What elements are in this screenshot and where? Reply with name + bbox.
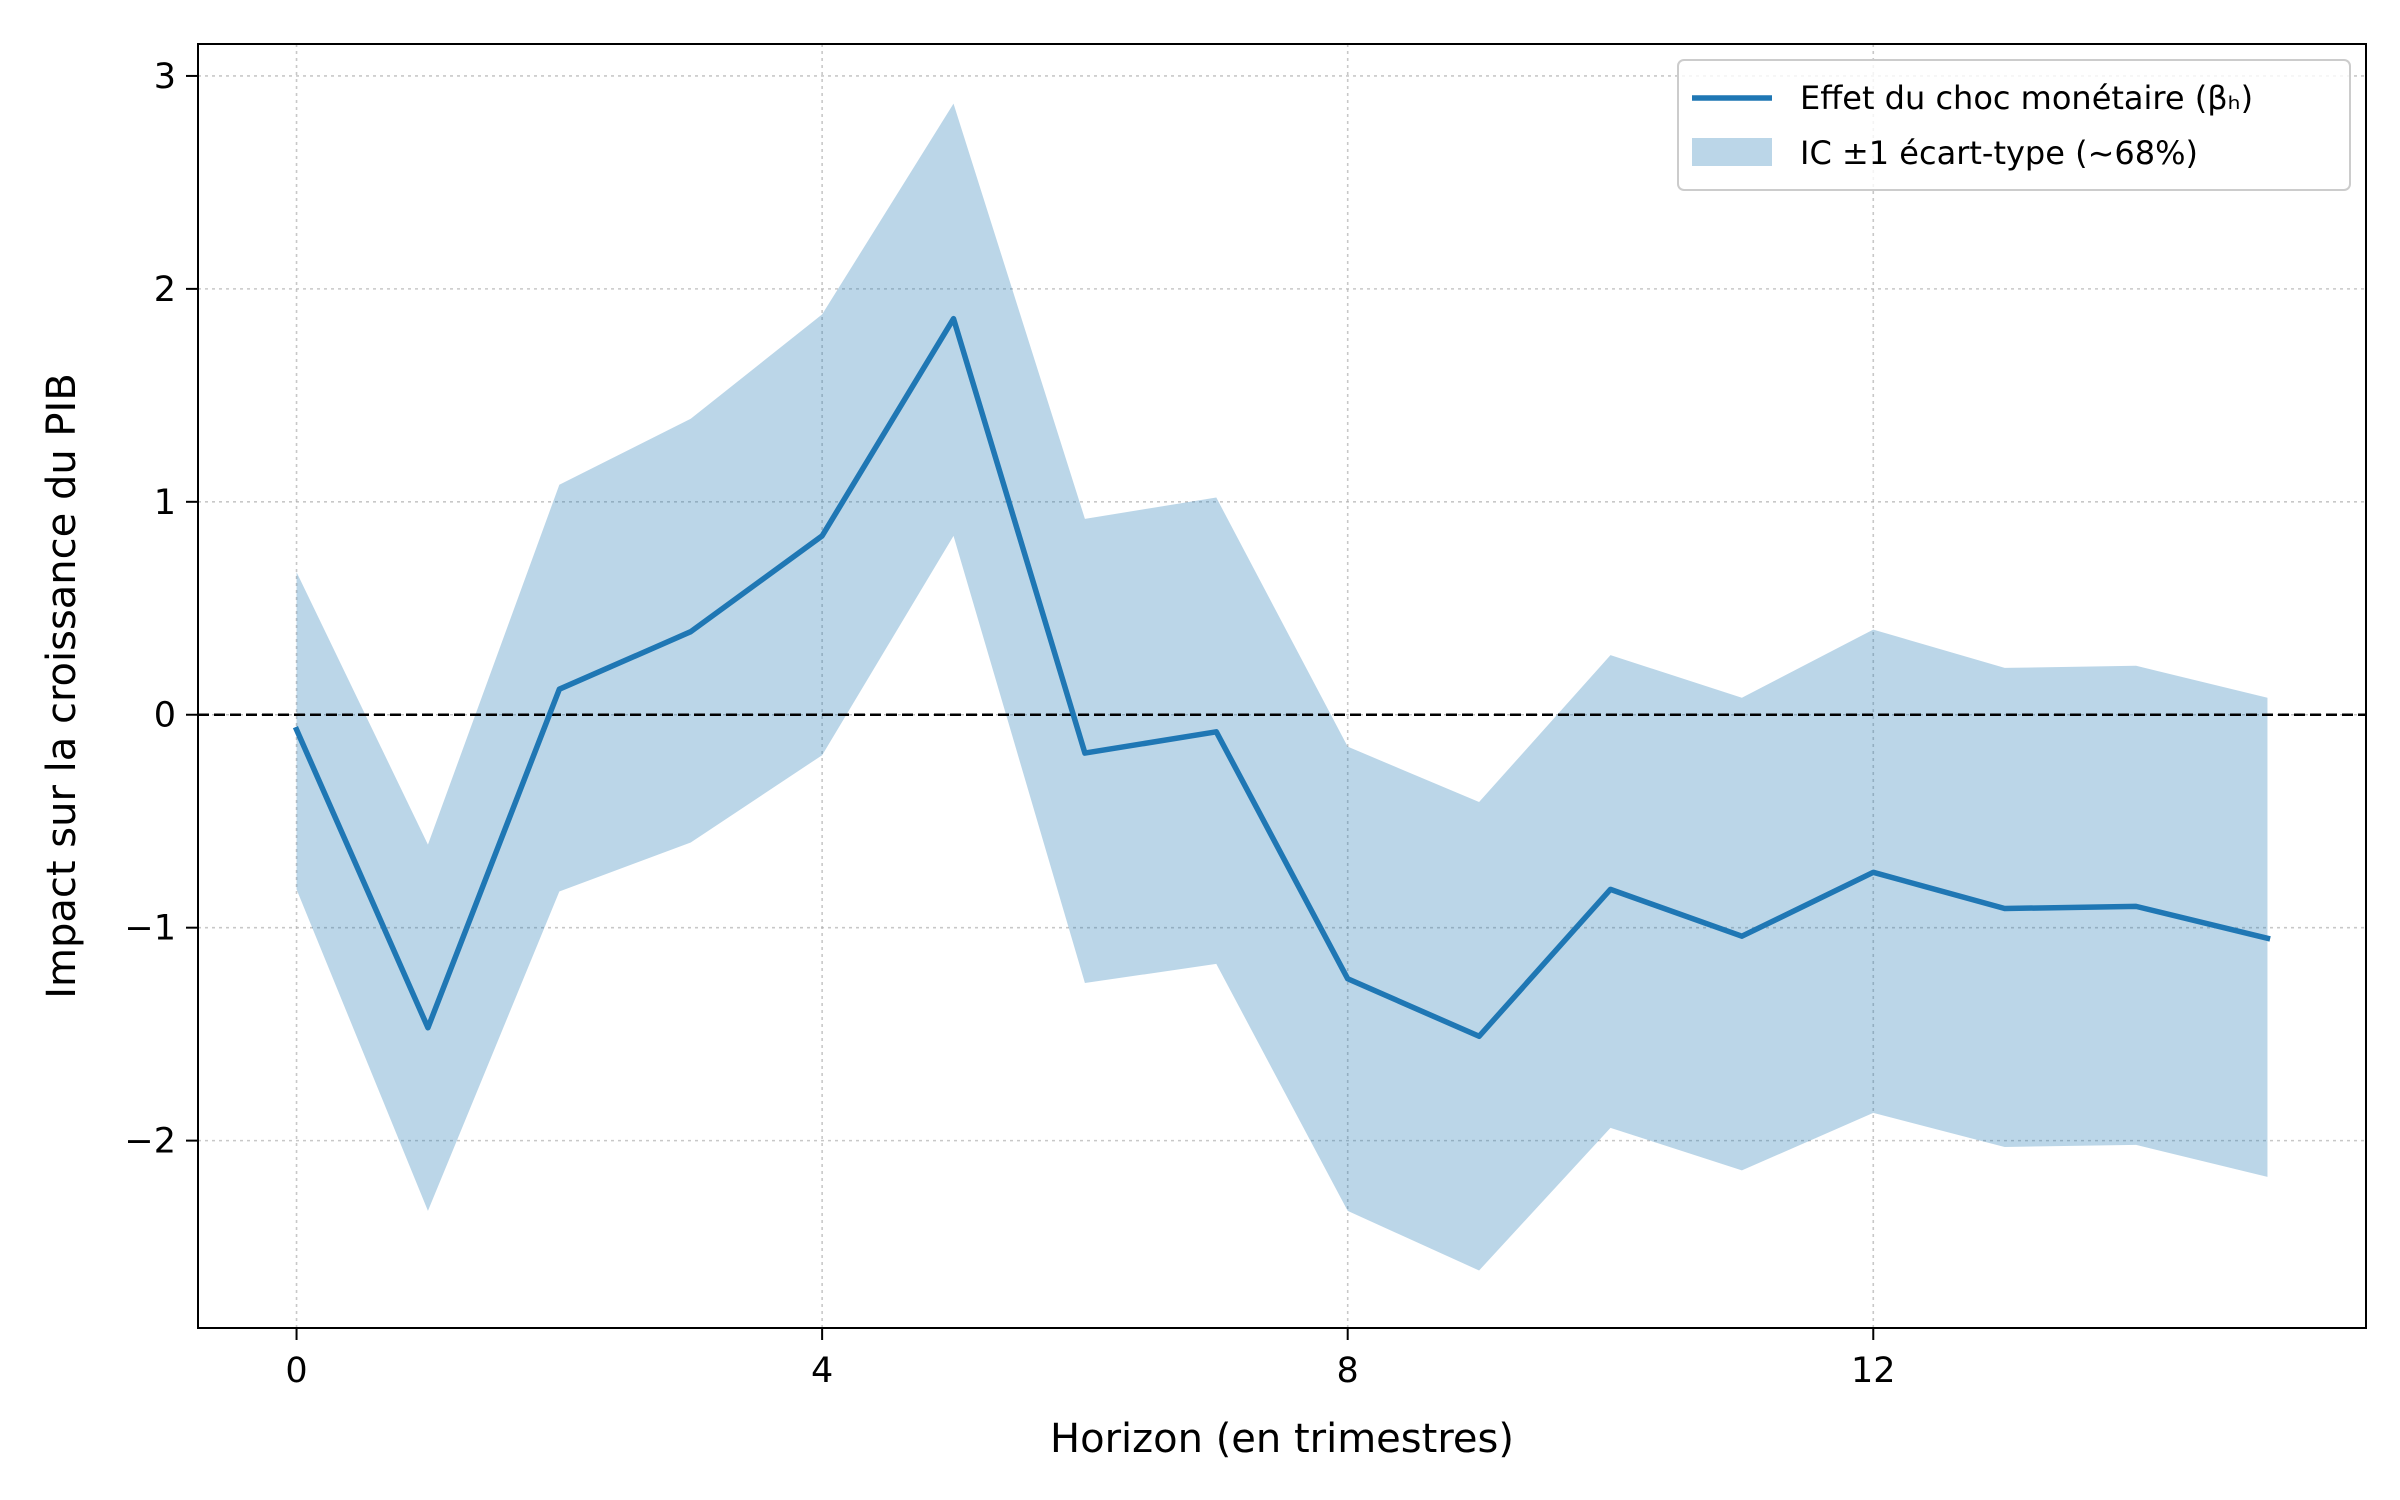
plot-frame <box>197 43 2367 1329</box>
y-tick-label: −1 <box>124 909 176 949</box>
y-axis-ticks: −2 −1 0 1 2 3 <box>124 57 198 1162</box>
effect-line <box>292 315 2271 1040</box>
y-tick-label: −2 <box>124 1122 176 1162</box>
confidence-band <box>296 103 2268 1271</box>
legend-box <box>1677 59 2351 191</box>
y-tick-label: 3 <box>154 57 176 97</box>
x-axis-title: Horizon (en trimestres) <box>1050 1416 1514 1462</box>
y-tick-label: 2 <box>154 270 176 310</box>
effect-line-layer <box>292 315 2271 1040</box>
legend-label-confidence-band: IC ±1 écart-type (~68%) <box>1800 134 2198 172</box>
confidence-band-layer <box>296 103 2268 1271</box>
legend-swatch-confidence-band <box>1692 138 1772 166</box>
x-tick-label: 0 <box>285 1351 307 1391</box>
x-tick-label: 12 <box>1851 1351 1896 1391</box>
x-axis-ticks: 0 4 8 12 <box>285 1328 1896 1391</box>
y-tick-label: 0 <box>154 696 176 736</box>
y-tick-label: 1 <box>154 483 176 523</box>
x-tick-label: 8 <box>1337 1351 1359 1391</box>
legend: Effet du choc monétaire (βₕ) IC ±1 écart… <box>1677 59 2351 191</box>
x-tick-label: 4 <box>811 1351 833 1391</box>
legend-label-effect: Effet du choc monétaire (βₕ) <box>1800 79 2253 117</box>
y-axis-title: Impact sur la croissance du PIB <box>39 373 85 999</box>
